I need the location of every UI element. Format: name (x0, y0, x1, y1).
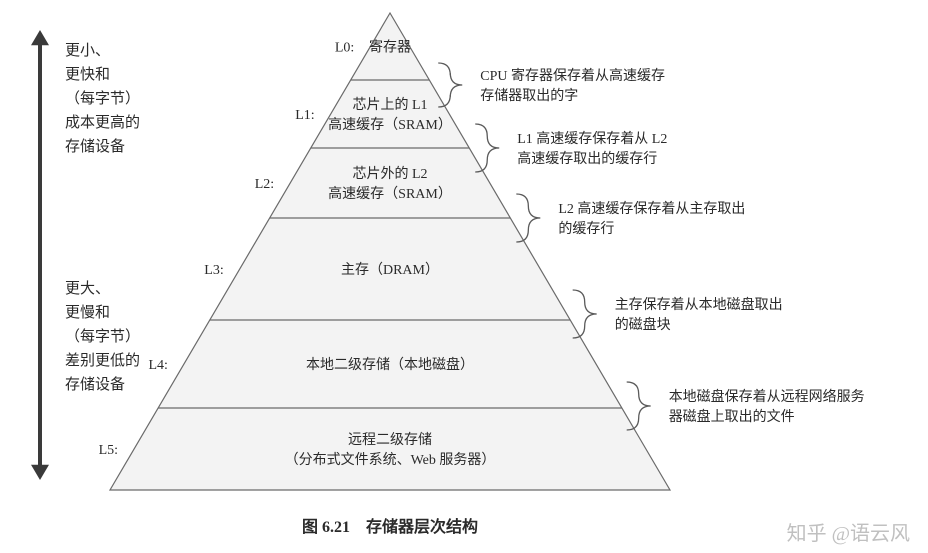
level-label-L3: L3: (204, 263, 223, 278)
level-text-L5-line1: （分布式文件系统、Web 服务器） (285, 452, 496, 468)
level-label-L1: L1: (295, 108, 314, 123)
annotation-3-line0: 主存保存着从本地磁盘取出 (615, 296, 783, 313)
level-text-L1-line1: 高速缓存（SRAM） (328, 116, 452, 133)
side-bot-line3: 差别更低的 (65, 352, 140, 369)
level-label-L4: L4: (149, 358, 168, 373)
level-text-L1-line0: 芯片上的 L1 (352, 97, 427, 113)
level-label-L2: L2: (255, 177, 274, 192)
side-top-line4: 存储设备 (65, 138, 125, 155)
annotation-4-line1: 器磁盘上取出的文件 (669, 408, 795, 425)
side-bot-line0: 更大、 (65, 280, 110, 297)
figure-caption: 图 6.21 存储器层次结构 (302, 517, 478, 536)
annotation-3-line1: 的磁盘块 (615, 316, 671, 333)
annotation-1-line1: 高速缓存取出的缓存行 (517, 150, 657, 167)
side-bot-line4: 存储设备 (65, 376, 125, 393)
side-top-line0: 更小、 (65, 42, 110, 59)
level-text-L0-line0: 寄存器 (369, 39, 411, 56)
annotation-1-line0: L1 高速缓存保存着从 L2 (517, 130, 667, 147)
level-label-L5: L5: (99, 443, 118, 458)
side-arrow-head-up (31, 30, 49, 45)
level-text-L2-line0: 芯片外的 L2 (352, 166, 427, 182)
level-text-L4-line0: 本地二级存储（本地磁盘） (306, 356, 474, 373)
level-text-L2-line1: 高速缓存（SRAM） (328, 185, 452, 202)
annotation-2-line1: 的缓存行 (558, 221, 614, 237)
side-top-line1: 更快和 (65, 66, 110, 83)
memory-hierarchy-pyramid (110, 13, 670, 490)
level-text-L5-line0: 远程二级存储 (348, 432, 432, 448)
annotation-4-line0: 本地磁盘保存着从远程网络服务 (669, 388, 865, 405)
side-arrow-head-down (31, 465, 49, 480)
annotation-2-line0: L2 高速缓存保存着从主存取出 (558, 200, 745, 217)
level-label-L0: L0: (335, 41, 354, 56)
annotation-0-line1: 存储器取出的字 (480, 88, 578, 104)
annotation-0-line0: CPU 寄存器保存着从高速缓存 (480, 67, 665, 84)
watermark: 知乎 @语云风 (787, 522, 910, 545)
side-top-line3: 成本更高的 (65, 114, 140, 131)
side-top-line2: （每字节） (65, 90, 140, 107)
side-bot-line2: （每字节） (65, 328, 140, 345)
level-text-L3-line0: 主存（DRAM） (341, 262, 439, 278)
side-bot-line1: 更慢和 (65, 304, 110, 321)
